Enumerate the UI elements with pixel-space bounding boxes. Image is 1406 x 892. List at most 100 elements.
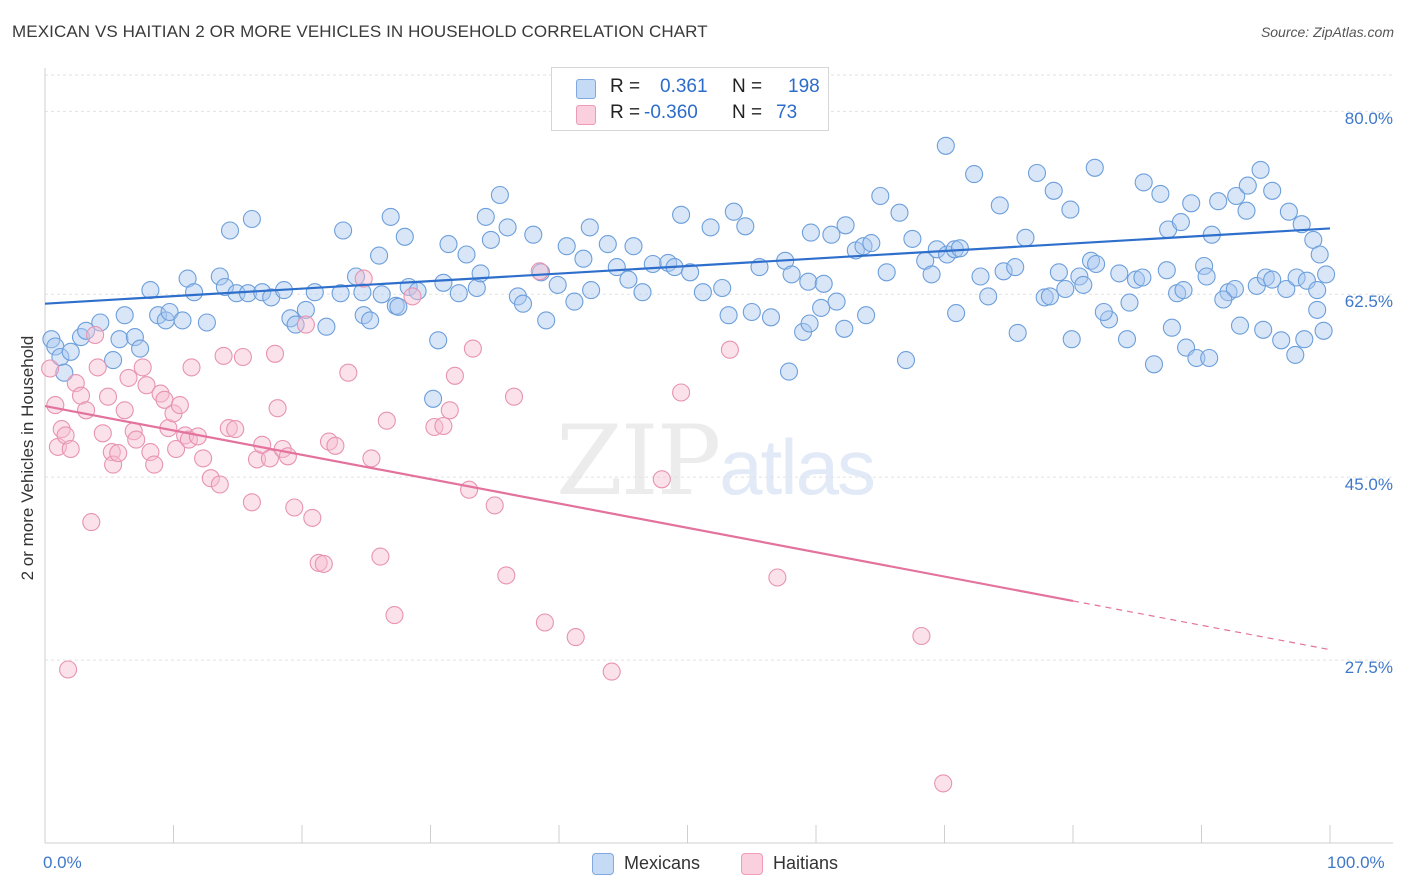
mexican-point <box>1314 321 1333 340</box>
haitian-point <box>934 774 953 793</box>
mexican-point <box>1254 320 1273 339</box>
mexican-point <box>434 273 453 292</box>
haitian-point <box>119 368 138 387</box>
haitian-point <box>385 606 404 625</box>
legend-n-label: N = <box>732 102 763 123</box>
legend-r-value: -0.360 <box>644 102 698 123</box>
mexican-point <box>1292 215 1311 234</box>
mexican-point <box>457 245 476 264</box>
mexican-point <box>317 317 336 336</box>
mexican-point <box>1134 173 1153 192</box>
mexican-point <box>1200 348 1219 368</box>
haitian-point <box>127 430 146 449</box>
haitian-trend-line <box>44 405 1074 603</box>
haitian-point <box>602 662 621 681</box>
mexican-point <box>681 263 700 282</box>
x-tick-label-max: 100.0% <box>1327 853 1385 872</box>
mexican-point <box>1230 316 1250 335</box>
mexican-point <box>835 319 854 338</box>
series-swatch-mexicans <box>592 853 614 875</box>
mexican-point <box>141 281 160 300</box>
haitian-point <box>445 366 464 385</box>
mexican-point <box>77 321 96 340</box>
mexican-point <box>1287 268 1306 287</box>
haitian-point <box>371 547 390 566</box>
mexican-point <box>1263 181 1282 200</box>
haitian-point <box>56 426 75 445</box>
mexican-point <box>286 315 305 334</box>
y-tick-label: 62.5% <box>1344 292 1393 312</box>
mexican-point <box>947 304 966 323</box>
haitian-point <box>485 496 504 515</box>
haitian-point <box>460 480 479 499</box>
mexican-point <box>424 389 443 408</box>
haitian-point <box>170 396 189 415</box>
correlation-legend: R = 0.361 N = 198 R = -0.360 N = 73 <box>551 67 829 131</box>
mexican-point <box>890 203 909 222</box>
mexican-point <box>429 331 448 350</box>
mexican-point <box>871 186 890 206</box>
y-axis-label: 2 or more Vehicles in Household <box>18 335 37 581</box>
haitian-point <box>403 287 422 306</box>
haitian-point <box>133 358 152 377</box>
haitian-point <box>566 628 585 647</box>
watermark-atlas: atlas <box>719 423 876 511</box>
mexican-point <box>719 306 738 325</box>
mexican-point <box>979 287 998 306</box>
mexican-point <box>1238 176 1257 195</box>
haitian-point <box>265 344 285 363</box>
mexican-point <box>922 265 941 284</box>
mexican-point <box>598 235 617 254</box>
haitian-point <box>339 363 358 382</box>
x-tick-label-min: 0.0% <box>43 853 82 872</box>
watermark: ZIPatlas <box>556 405 876 517</box>
mexican-point <box>1214 290 1233 309</box>
haitian-point <box>672 383 691 402</box>
mexican-point <box>965 165 984 184</box>
mexican-point <box>115 306 134 325</box>
haitian-point <box>182 358 201 377</box>
mexican-point <box>1133 268 1152 287</box>
mexican-point <box>822 225 841 244</box>
watermark-zip: ZIP <box>556 405 721 517</box>
mexican-point <box>1151 184 1170 203</box>
mexican-point <box>1049 263 1068 282</box>
mexican-point <box>389 297 408 316</box>
mexican-point <box>1094 302 1113 322</box>
haitian-point <box>233 347 252 367</box>
mexican-point <box>1044 181 1063 200</box>
mexican-point <box>799 272 818 291</box>
mexican-point <box>1279 202 1298 221</box>
haitian-point <box>61 439 80 459</box>
mexican-point <box>1171 213 1190 232</box>
mexican-point <box>779 362 799 381</box>
haitian-point <box>440 401 459 420</box>
mexican-point <box>1061 200 1080 219</box>
mexican-point <box>173 311 192 330</box>
mexican-point <box>395 227 414 246</box>
mexican-point <box>557 237 576 256</box>
mexican-point <box>1182 194 1201 213</box>
mexican-point <box>1110 264 1129 283</box>
haitian-point <box>314 554 333 573</box>
mexican-point <box>334 221 353 240</box>
mexican-point <box>498 218 517 237</box>
mexican-point <box>490 185 509 205</box>
haitian-point <box>535 613 554 632</box>
mexican-point <box>877 263 896 282</box>
mexican-point <box>296 300 315 319</box>
haitian-point <box>362 449 381 468</box>
mexican-point <box>1286 345 1305 364</box>
haitian-point <box>115 401 134 420</box>
mexican-point <box>361 311 380 330</box>
legend-n-value: 73 <box>776 102 798 123</box>
mexican-point <box>220 221 240 240</box>
mexican-point <box>1157 261 1176 280</box>
mexican-point <box>812 298 831 317</box>
mexican-point <box>1225 279 1244 299</box>
haitian-point <box>194 449 213 468</box>
haitian-point <box>720 340 739 359</box>
mexican-point <box>633 283 652 302</box>
haitian-trend-extension <box>1072 600 1331 651</box>
mexican-point <box>836 216 855 235</box>
